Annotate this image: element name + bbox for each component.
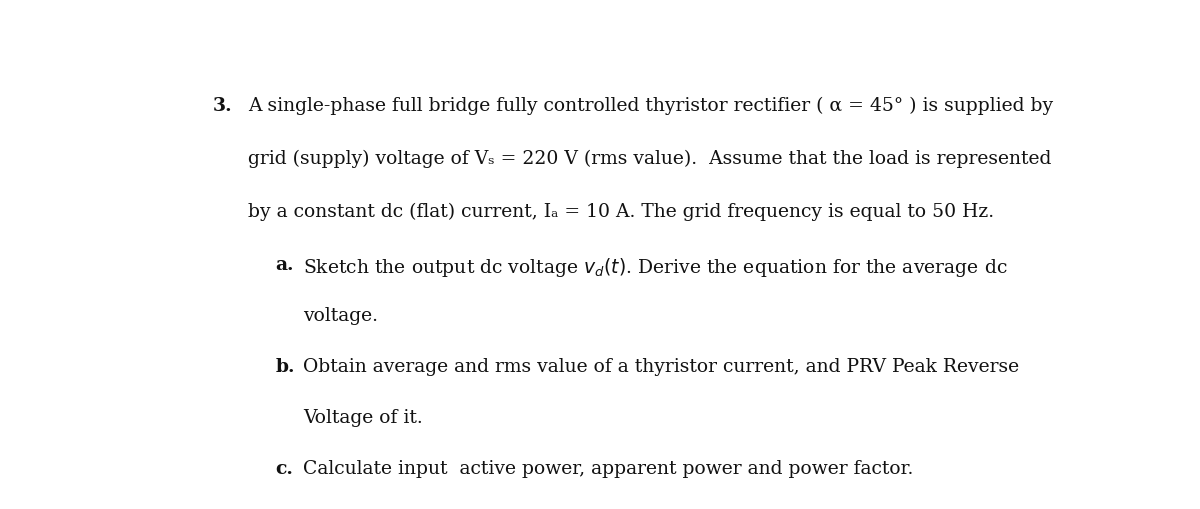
Text: c.: c. [276,459,294,477]
Text: 3.: 3. [214,96,233,115]
Text: Sketch the output dc voltage $v_d(t)$. Derive the equation for the average dc: Sketch the output dc voltage $v_d(t)$. D… [304,255,1008,278]
Text: A single-phase full bridge fully controlled thyristor rectifier ( α = 45° ) is s: A single-phase full bridge fully control… [247,96,1052,115]
Text: by a constant dc (flat) current, Iₐ = 10 A. The grid frequency is equal to 50 Hz: by a constant dc (flat) current, Iₐ = 10… [247,202,994,220]
Text: voltage.: voltage. [304,306,378,324]
Text: b.: b. [276,357,295,375]
Text: Calculate input  active power, apparent power and power factor.: Calculate input active power, apparent p… [304,459,914,477]
Text: Obtain average and rms value of a thyristor current, and PRV Peak Reverse: Obtain average and rms value of a thyris… [304,357,1020,375]
Text: grid (supply) voltage of Vₛ = 220 V (rms value).  Assume that the load is repres: grid (supply) voltage of Vₛ = 220 V (rms… [247,149,1051,167]
Text: a.: a. [276,255,294,273]
Text: Voltage of it.: Voltage of it. [304,408,424,426]
